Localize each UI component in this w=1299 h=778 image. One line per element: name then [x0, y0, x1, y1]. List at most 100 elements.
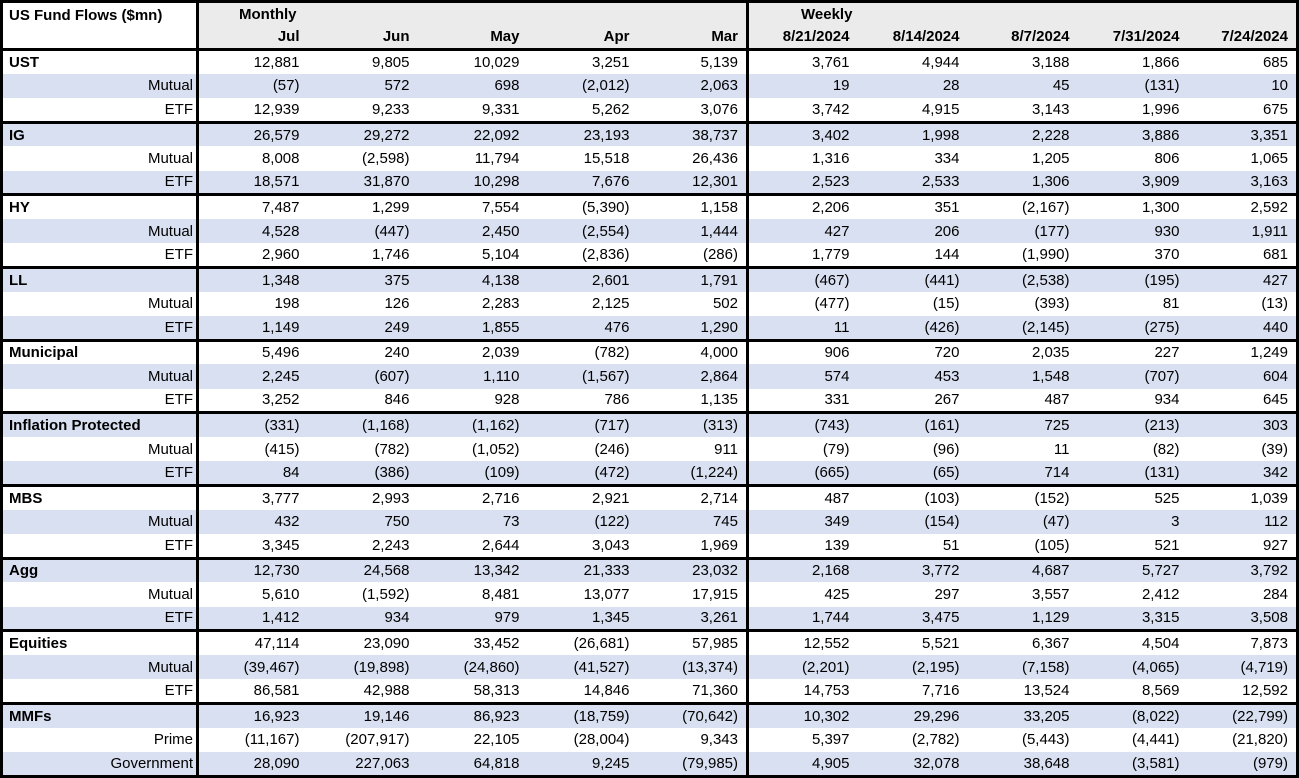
value-cell: 685 [1187, 47, 1298, 74]
value-cell: 698 [417, 73, 528, 98]
value-cell: 9,343 [637, 727, 749, 752]
value-cell: 331 [824, 391, 850, 409]
value-cell: 1,299 [307, 193, 418, 220]
value-cell: 3,043 [591, 536, 630, 554]
value-cell: 45 [967, 73, 1078, 98]
value-cell: 2,168 [747, 556, 858, 583]
table-row: ETF 2,960 1,746 5,104 (2,836) (286) 1,779 144 (1… [1, 243, 1298, 268]
column-header: 8/14/2024 [857, 25, 968, 50]
value-cell: 42,988 [363, 682, 410, 700]
value-cell: 1,412 [197, 606, 308, 631]
monthly-section-label: Monthly [197, 1, 749, 26]
subcategory-label: Mutual [1, 437, 199, 462]
table-body: UST 12,881 9,805 10,029 3,251 5,139 3,761 4,944… [1, 47, 1298, 777]
value-cell: (1,224) [637, 461, 749, 486]
value-cell: 2,035 [967, 338, 1078, 365]
value-cell: 9,245 [527, 751, 638, 777]
value-cell: 144 [934, 246, 960, 264]
column-header: Jul [197, 25, 308, 50]
value-cell: (2,195) [857, 654, 968, 680]
value-cell: 12,881 [197, 47, 308, 74]
value-cell: (152) [967, 483, 1078, 510]
value-cell: 425 [824, 585, 850, 603]
value-cell: 57,985 [637, 629, 749, 655]
value-cell: 5,727 [1077, 556, 1188, 583]
category-label: HY [1, 193, 199, 220]
subcategory-label: Mutual [1, 654, 199, 680]
table-row: Mutual 432 750 73 (122) 745 349 (154) (47) 3 112 [1, 509, 1298, 534]
value-cell: 4,687 [967, 556, 1078, 583]
value-cell: (1,162) [417, 411, 528, 437]
subcategory-label: ETF [1, 315, 199, 341]
value-cell: (4,065) [1077, 654, 1188, 680]
column-header: May [417, 25, 528, 50]
table-row: HY 7,487 1,299 7,554 (5,390) 1,158 2,206 351 (2,… [1, 193, 1298, 220]
value-cell: (782) [374, 440, 410, 458]
value-cell: 806 [1154, 149, 1180, 167]
value-cell: 10 [1187, 73, 1298, 98]
value-cell: 911 [637, 437, 749, 462]
value-cell: 47,114 [197, 629, 308, 655]
value-cell: 1,316 [811, 149, 850, 167]
value-cell: (415) [264, 440, 300, 458]
value-cell: 502 [637, 291, 749, 316]
value-cell: 3,909 [1077, 170, 1188, 195]
value-cell: 3,188 [967, 47, 1078, 74]
value-cell: 84 [197, 461, 308, 486]
section-header-row: US Fund Flows ($mn) Monthly Weekly [1, 1, 1298, 50]
value-cell: 1,746 [371, 246, 410, 264]
value-cell: 33,452 [417, 629, 528, 655]
value-cell: 126 [384, 295, 410, 313]
category-label: IG [1, 120, 199, 147]
value-cell: 11 [747, 315, 858, 341]
value-cell: 112 [1187, 509, 1298, 534]
value-cell: 28 [857, 73, 968, 98]
value-cell: (28,004) [573, 731, 630, 749]
value-cell: 2,533 [857, 170, 968, 195]
value-cell: (131) [1077, 461, 1188, 486]
value-cell: 3,345 [261, 536, 300, 554]
value-cell: (41,527) [527, 654, 638, 680]
value-cell: (207,917) [345, 731, 410, 749]
value-cell: (275) [1077, 315, 1188, 341]
value-cell: 15,518 [583, 149, 630, 167]
value-cell: 432 [197, 509, 308, 534]
subcategory-label: ETF [1, 388, 199, 413]
value-cell: (4,719) [1187, 654, 1298, 680]
table-row: Agg 12,730 24,568 13,342 21,333 23,032 2,168 3,… [1, 556, 1298, 583]
subcategory-label: Prime [1, 727, 199, 752]
subcategory-label: ETF [1, 679, 199, 704]
value-cell: 1,065 [1250, 149, 1288, 167]
table-row: Mutual (57) 572 698 (2,012) 2,063 19 28 45 (131) 1… [1, 73, 1298, 98]
value-cell: 16,923 [197, 701, 308, 728]
value-cell: (109) [417, 461, 528, 486]
value-cell: (3,581) [1077, 751, 1188, 777]
value-cell: (1,168) [307, 411, 418, 437]
value-cell: (782) [527, 338, 638, 365]
value-cell: 32,078 [857, 751, 968, 777]
value-cell: 1,744 [747, 606, 858, 631]
value-cell: 7,716 [921, 682, 960, 700]
value-cell: 750 [307, 509, 418, 534]
value-cell: (607) [307, 364, 418, 389]
table-row: LL 1,348 375 4,138 2,601 1,791 (467) (441) (2,53… [1, 265, 1298, 292]
value-cell: (122) [527, 509, 638, 534]
table-row: Municipal 5,496 240 2,039 (782) 4,000 906 720 2,… [1, 338, 1298, 365]
value-cell: (472) [527, 461, 638, 486]
value-cell: 17,915 [637, 582, 749, 607]
value-cell: 1,998 [857, 120, 968, 147]
value-cell: 8,569 [1141, 682, 1180, 700]
value-cell: 3,508 [1187, 606, 1298, 631]
value-cell: 675 [1262, 100, 1288, 118]
column-header: 7/31/2024 [1077, 25, 1188, 50]
value-cell: 71,360 [637, 679, 749, 704]
value-cell: 51 [942, 536, 960, 554]
value-cell: 934 [307, 606, 418, 631]
table-row: Mutual 5,610 (1,592) 8,481 13,077 17,915 425 29… [1, 582, 1298, 607]
value-cell: 139 [824, 536, 850, 554]
value-cell: 3 [1077, 509, 1188, 534]
weekly-section-label: Weekly [747, 1, 1298, 26]
value-cell: 11,794 [474, 149, 520, 167]
value-cell: 5,397 [811, 731, 850, 749]
value-cell: 2,921 [527, 483, 638, 510]
